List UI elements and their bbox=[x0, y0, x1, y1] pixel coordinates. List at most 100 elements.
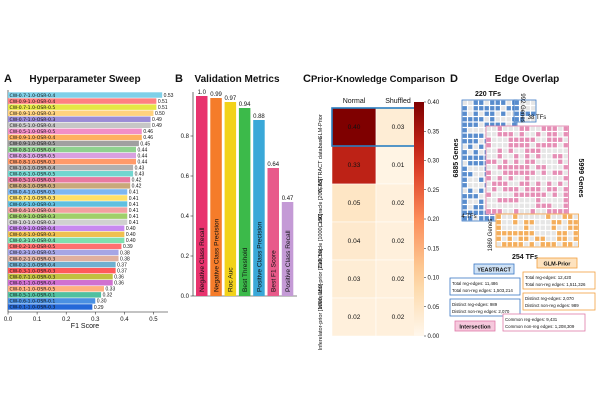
yeastract-stat-2: Total non-reg edges: 1,503,214 bbox=[452, 288, 513, 293]
matrix-cell bbox=[479, 172, 484, 177]
panel-a-value-label: 0.41 bbox=[129, 214, 139, 220]
panel-a-bar bbox=[8, 98, 157, 104]
matrix-cell bbox=[473, 117, 478, 122]
colorbar-tick-label: 0.00 bbox=[428, 334, 440, 340]
matrix-cell bbox=[558, 143, 563, 148]
panel-b-value-label: 0.64 bbox=[267, 162, 279, 168]
matrix-cell bbox=[468, 194, 473, 199]
matrix-cell bbox=[541, 192, 546, 197]
matrix-cell bbox=[552, 132, 557, 137]
matrix-cell bbox=[479, 111, 484, 116]
panel-a-value-label: 0.36 bbox=[114, 281, 124, 287]
matrix-cell bbox=[573, 242, 578, 247]
matrix-cell bbox=[541, 143, 546, 148]
matrix-cell bbox=[479, 188, 484, 193]
matrix-cell bbox=[484, 100, 489, 105]
matrix-cell bbox=[462, 194, 467, 199]
panel-b-value-label: 0.94 bbox=[239, 102, 251, 108]
matrix-cell bbox=[541, 132, 546, 137]
matrix-cell bbox=[514, 192, 519, 197]
matrix-cell bbox=[573, 225, 578, 230]
matrix-cell bbox=[563, 165, 568, 170]
matrix-cell bbox=[529, 242, 534, 247]
yeastract-stat-1: Total reg-edges: 11,486 bbox=[452, 281, 498, 286]
matrix-cell bbox=[552, 165, 557, 170]
heatmap-cell-value: 0.04 bbox=[348, 238, 361, 245]
matrix-cell bbox=[486, 126, 491, 131]
matrix-cell bbox=[541, 126, 546, 131]
matrix-cell bbox=[531, 111, 536, 116]
matrix-cell bbox=[506, 106, 511, 111]
matrix-cell bbox=[563, 137, 568, 142]
panel-a-value-label: 0.41 bbox=[129, 208, 139, 214]
matrix-cell bbox=[501, 122, 506, 127]
matrix-cell bbox=[525, 203, 530, 208]
matrix-cell bbox=[525, 132, 530, 137]
matrix-cell bbox=[573, 236, 578, 241]
matrix-cell bbox=[492, 187, 497, 192]
matrix-cell bbox=[479, 183, 484, 188]
matrix-cell bbox=[514, 165, 519, 170]
glm-prior-stats-box bbox=[522, 271, 596, 290]
matrix-cell bbox=[524, 236, 529, 241]
matrix-cell bbox=[496, 225, 501, 230]
matrix-cell bbox=[530, 187, 535, 192]
matrix-cell bbox=[503, 181, 508, 186]
matrix-cell bbox=[552, 192, 557, 197]
matrix-cell bbox=[473, 166, 478, 171]
matrix-cell bbox=[468, 100, 473, 105]
panel-a-x-tick-label: 0.5 bbox=[149, 317, 158, 323]
matrix-cell bbox=[473, 150, 478, 155]
matrix-cell bbox=[536, 148, 541, 153]
heatmap-cell bbox=[331, 183, 377, 223]
panel-a-bar-label: CW-0.2-1.0-OSR-0.3 bbox=[10, 256, 56, 262]
matrix-cell bbox=[496, 220, 501, 225]
matrix-cell bbox=[530, 137, 535, 142]
matrix-cell bbox=[573, 220, 578, 225]
matrix-cell bbox=[568, 242, 573, 247]
matrix-cell bbox=[514, 143, 519, 148]
matrix-cell bbox=[506, 100, 511, 105]
panel-a-bar-label: CW-1.0-1.0-OSR-0.3 bbox=[10, 220, 56, 226]
matrix-cell bbox=[546, 214, 551, 219]
matrix-cell bbox=[513, 231, 518, 236]
panel-a-value-label: 0.39 bbox=[123, 244, 133, 250]
matrix-cell bbox=[524, 214, 529, 219]
heatmap-cell bbox=[375, 107, 421, 147]
matrix-cell bbox=[535, 231, 540, 236]
colorbar bbox=[414, 102, 424, 336]
matrix-cell bbox=[558, 137, 563, 142]
matrix-cell bbox=[513, 214, 518, 219]
panel-a-bar bbox=[8, 213, 128, 219]
matrix-cell bbox=[503, 154, 508, 159]
matrix-cell bbox=[484, 122, 489, 127]
matrix-cell bbox=[535, 214, 540, 219]
matrix-cell bbox=[541, 154, 546, 159]
panel-a-bar-label: CW-0.9-1.0-OSR-0.4 bbox=[10, 135, 56, 141]
matrix-cell bbox=[497, 132, 502, 137]
panel-b-bar bbox=[238, 108, 251, 296]
matrix-cell bbox=[552, 159, 557, 164]
panel-a-value-label: 0.40 bbox=[126, 226, 136, 232]
matrix-cell bbox=[497, 203, 502, 208]
panel-a-bar-label: CW-0.9-1.0-OSR-0.4 bbox=[10, 226, 56, 232]
matrix-cell bbox=[486, 181, 491, 186]
matrix-cell bbox=[520, 106, 525, 111]
matrix-cell bbox=[502, 236, 507, 241]
matrix-cell bbox=[503, 126, 508, 131]
label-992-genes: 992 Genes bbox=[519, 93, 525, 122]
matrix-cell bbox=[530, 198, 535, 203]
matrix-cell bbox=[492, 165, 497, 170]
colorbar-tick-label: 0.30 bbox=[428, 159, 440, 165]
panel-a-bar-label: CW-0.2-1.0-OSR-0.5 bbox=[10, 244, 56, 250]
matrix-cell bbox=[490, 106, 495, 111]
matrix-cell bbox=[506, 117, 511, 122]
matrix-cell bbox=[506, 122, 511, 127]
heatmap-row-label: Inferelator-prior [200, 50] bbox=[318, 248, 324, 309]
panel-a-bar-label: CW-0.9-1.0-OSR-0.4 bbox=[10, 99, 56, 105]
matrix-cell bbox=[508, 181, 513, 186]
matrix-cell bbox=[496, 236, 501, 241]
heatmap-column-label: Shuffled bbox=[385, 98, 411, 105]
panel-a-bar-label: CW-0.9-1.0-OSR-0.3 bbox=[10, 214, 56, 220]
matrix-cell bbox=[468, 133, 473, 138]
